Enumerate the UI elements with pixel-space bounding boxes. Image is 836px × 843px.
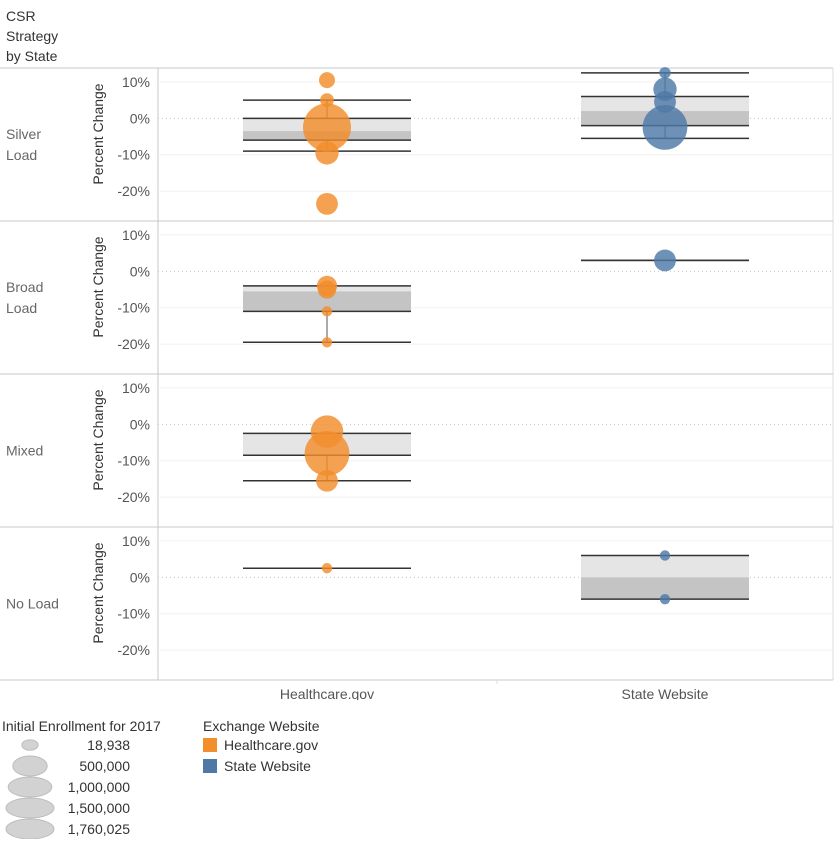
data-point (316, 469, 338, 492)
chart-title-line: Strategy (6, 28, 58, 44)
chart: CSR Strategy by State Silver Load Percent Ch… (0, 8, 834, 700)
size-legend-swatch (5, 797, 55, 819)
data-point (321, 563, 333, 574)
box-lower-half (581, 577, 749, 600)
size-legend-items: 18,938 500,000 1,000,000 1,500,000 1,760,025 (5, 737, 130, 839)
size-legend-label: 1,500,000 (68, 800, 130, 816)
size-legend-swatch (21, 739, 39, 751)
chart-frame: Silver Load Percent Change 10% 0% -10% -20% Bro… (0, 67, 834, 700)
box-upper-half (581, 555, 749, 578)
data-point (654, 249, 676, 272)
data-point (318, 72, 336, 89)
data-point (321, 306, 333, 317)
color-legend-title: Exchange Website (203, 718, 320, 734)
y-tick-label: -20% (117, 489, 150, 505)
y-tick-label: 0% (130, 263, 150, 279)
data-point (315, 141, 339, 165)
y-tick-label: 0% (130, 416, 150, 432)
chart-title: CSR Strategy by State (6, 8, 58, 64)
row-header-label: Load (6, 147, 37, 163)
y-tick-label: -10% (117, 300, 150, 316)
y-tick-label: 10% (122, 533, 150, 549)
data-point (316, 192, 338, 215)
y-axis-title: Percent Change (90, 542, 106, 643)
y-tick-label: -10% (117, 606, 150, 622)
row-header-label: Silver (6, 126, 41, 142)
data-point (659, 550, 671, 561)
color-legend-items: Healthcare.gov State Website (203, 734, 383, 776)
y-axis-title: Percent Change (90, 389, 106, 490)
size-legend-label: 500,000 (79, 758, 130, 774)
color-legend-item: Healthcare.gov (203, 734, 383, 755)
y-tick-label: -20% (117, 336, 150, 352)
box-lower-half (243, 291, 411, 312)
data-point (659, 593, 671, 605)
y-tick-label: -10% (117, 147, 150, 163)
data-point (303, 103, 351, 152)
size-legend-swatch (7, 776, 53, 798)
data-point (304, 431, 350, 476)
row-header-label: Load (6, 300, 37, 316)
column-header-label: State Website (622, 686, 709, 700)
y-tick-label: -20% (117, 183, 150, 199)
y-tick-label: 10% (122, 74, 150, 90)
y-tick-label: 0% (130, 569, 150, 585)
size-legend-label: 18,938 (87, 737, 130, 753)
data-point (642, 105, 688, 150)
y-tick-label: 0% (130, 110, 150, 126)
size-legend-label: 1,760,025 (68, 821, 130, 837)
y-tick-label: -10% (117, 453, 150, 469)
size-legend: Initial Enrollment for 2017 18,938 500,00… (2, 718, 197, 839)
size-legend-title: Initial Enrollment for 2017 (2, 718, 161, 734)
color-legend-item: State Website (203, 755, 383, 776)
y-tick-label: 10% (122, 227, 150, 243)
y-axis-title: Percent Change (90, 83, 106, 184)
size-legend-label: 1,000,000 (68, 779, 130, 795)
chart-title-line: by State (6, 48, 58, 64)
chart-title-line: CSR (6, 8, 36, 24)
column-header-label: Healthcare.gov (280, 686, 374, 700)
row-header-label: No Load (6, 596, 59, 612)
y-tick-label: 10% (122, 380, 150, 396)
chart-marks (243, 67, 749, 605)
y-tick-label: -20% (117, 642, 150, 658)
row-header-label: Broad (6, 279, 43, 295)
data-point (317, 280, 337, 299)
color-legend-label: Healthcare.gov (224, 736, 319, 753)
color-legend-swatch (203, 737, 217, 752)
data-point (321, 337, 333, 348)
y-axis-title: Percent Change (90, 236, 106, 337)
color-legend-label: State Website (224, 757, 311, 774)
data-point (659, 67, 671, 79)
row-header-label: Mixed (6, 443, 43, 459)
size-legend-swatch (12, 755, 48, 777)
size-legend-swatch (5, 818, 55, 839)
data-point (320, 93, 334, 107)
color-legend: Exchange Website Healthcare.gov State Web… (203, 718, 383, 776)
color-legend-swatch (203, 758, 217, 773)
